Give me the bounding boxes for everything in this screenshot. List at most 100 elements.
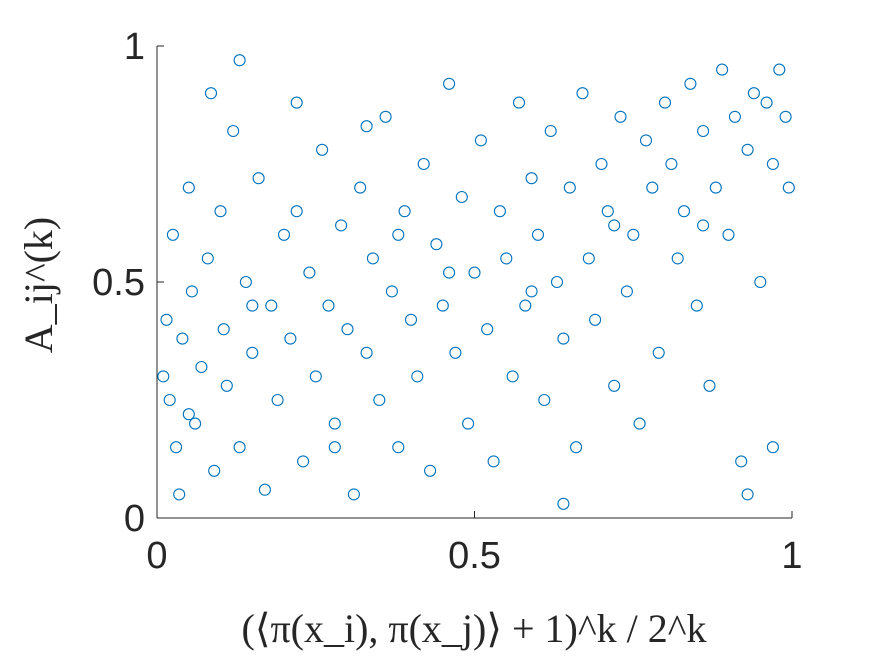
scatter-point — [284, 332, 297, 345]
scatter-point — [246, 346, 259, 359]
scatter-point — [512, 96, 526, 109]
scatter-points — [157, 54, 795, 510]
scatter-point — [735, 455, 748, 468]
scatter-point — [646, 181, 659, 194]
scatter-point — [779, 110, 792, 123]
x-axis-label: (⟨π(x_i), π(x_j)⟩ + 1)^k / 2^k — [242, 606, 707, 651]
scatter-point — [424, 464, 437, 477]
scatter-point — [297, 455, 310, 468]
x-tick-label: 0 — [146, 535, 167, 577]
scatter-point — [335, 219, 348, 232]
scatter-point — [690, 299, 703, 312]
scatter-point — [608, 379, 621, 392]
scatter-point — [716, 63, 729, 76]
scatter-point — [671, 252, 684, 265]
scatter-point — [341, 323, 354, 336]
scatter-point — [182, 181, 195, 194]
scatter-point — [481, 323, 494, 336]
scatter-point — [404, 313, 418, 326]
scatter-point — [589, 313, 602, 326]
scatter-point — [455, 190, 468, 204]
scatter-point — [385, 285, 398, 298]
scatter-point — [290, 205, 303, 218]
scatter-point — [557, 497, 570, 510]
scatter-point — [366, 252, 379, 265]
scatter-point — [233, 441, 246, 454]
scatter-point — [557, 332, 570, 345]
scatter-point — [430, 238, 443, 251]
scatter-point — [265, 299, 278, 312]
scatter-point — [741, 143, 754, 156]
scatter-point — [163, 393, 176, 407]
scatter-point — [519, 299, 532, 312]
scatter-point — [677, 205, 691, 218]
scatter-point — [271, 393, 284, 407]
tick-labels: 0 0.5 1 0 0.5 1 — [92, 26, 802, 577]
scatter-point — [233, 54, 246, 67]
scatter-point — [754, 275, 767, 289]
scatter-point — [633, 417, 646, 430]
y-axis-label: A_ij^(k) — [16, 217, 61, 354]
scatter-point — [493, 205, 506, 218]
scatter-point — [684, 77, 697, 90]
scatter-point — [354, 181, 367, 194]
scatter-point — [252, 172, 265, 185]
scatter-point — [747, 87, 760, 100]
scatter-point — [189, 417, 202, 430]
scatter-point — [436, 299, 449, 312]
scatter-point — [227, 124, 240, 138]
scatter-point — [703, 379, 716, 392]
scatter-point — [531, 228, 545, 241]
scatter-point — [195, 360, 208, 374]
scatter-point — [614, 110, 627, 123]
scatter-point — [157, 370, 170, 383]
scatter-point — [760, 96, 773, 109]
scatter-point — [328, 417, 341, 430]
scatter-point — [570, 441, 583, 454]
scatter-point — [170, 441, 183, 454]
scatter-point — [239, 275, 252, 289]
scatter-point — [462, 417, 475, 430]
scatter-point — [741, 488, 754, 501]
scatter-point — [620, 285, 633, 298]
scatter-point — [443, 266, 456, 279]
scatter-point — [392, 441, 405, 454]
scatter-point — [773, 63, 786, 76]
scatter-point — [173, 488, 186, 501]
scatter-point — [500, 252, 513, 265]
scatter-point — [398, 205, 411, 218]
y-tick-label: 0 — [124, 498, 145, 540]
scatter-point — [204, 87, 218, 100]
scatter-point — [474, 134, 487, 147]
scatter-point — [525, 172, 538, 185]
scatter-point — [563, 181, 576, 194]
scatter-point — [201, 252, 214, 265]
scatter-point — [697, 124, 710, 138]
scatter-point — [595, 157, 608, 171]
scatter-point — [185, 285, 198, 298]
x-tick-label: 1 — [781, 535, 802, 577]
y-tick-label: 1 — [124, 26, 145, 68]
scatter-point — [309, 370, 322, 383]
scatter-point — [538, 393, 551, 407]
scatter-point — [246, 299, 259, 312]
scatter-point — [544, 124, 557, 138]
scatter-point — [290, 96, 303, 109]
scatter-point — [316, 143, 329, 156]
scatter-point — [550, 275, 564, 289]
scatter-point — [601, 205, 614, 218]
scatter-point — [214, 205, 227, 218]
scatter-point — [328, 441, 341, 454]
scatter-point — [220, 379, 233, 392]
scatter-point — [576, 87, 589, 100]
scatter-point — [182, 408, 195, 421]
scatter-point — [392, 228, 405, 241]
scatter-point — [443, 77, 456, 90]
scatter-point — [487, 455, 500, 468]
scatter-point — [277, 228, 291, 241]
scatter-point — [449, 346, 462, 359]
scatter-point — [176, 332, 189, 345]
x-tick-label: 0.5 — [448, 535, 501, 577]
scatter-point — [728, 110, 741, 123]
scatter-point — [217, 323, 230, 336]
